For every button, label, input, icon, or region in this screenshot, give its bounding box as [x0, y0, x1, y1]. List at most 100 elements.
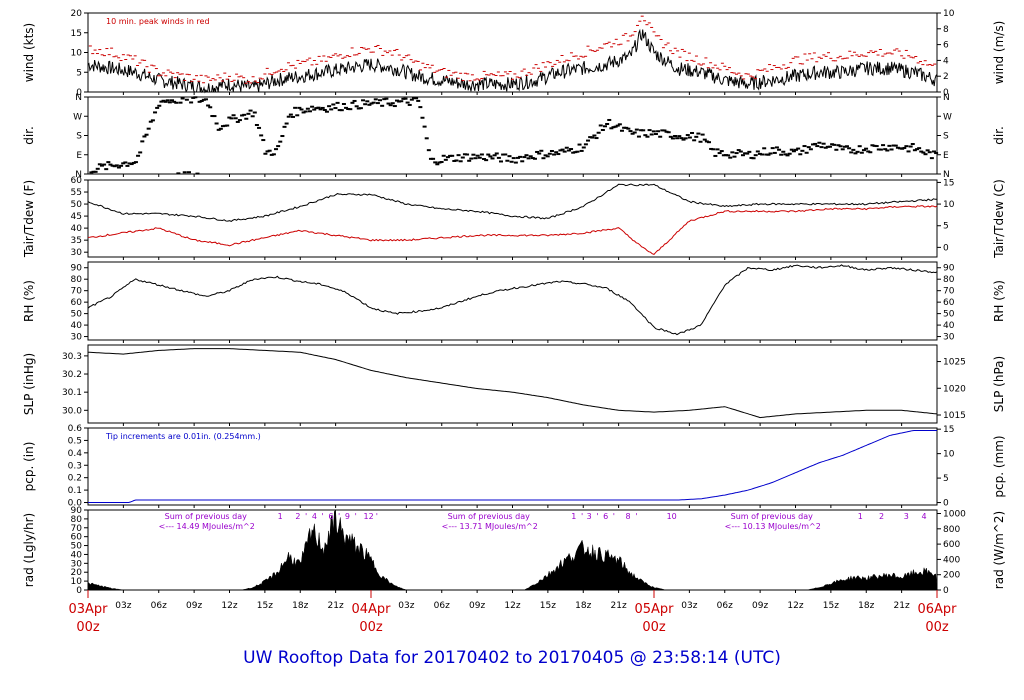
left-tick-label: 40 — [71, 550, 83, 560]
right-tick-label: 50 — [943, 310, 955, 320]
direction-point — [233, 117, 238, 120]
direction-point — [125, 164, 130, 167]
left-tick-label: 50 — [71, 542, 83, 552]
direction-point — [350, 101, 355, 104]
series-line-temp — [87, 205, 938, 255]
direction-point — [121, 162, 126, 165]
direction-point — [658, 135, 663, 138]
day-time-label: 00z — [925, 620, 949, 635]
direction-point — [630, 132, 635, 135]
direction-point — [825, 145, 830, 148]
direction-point — [558, 149, 563, 152]
direction-point — [917, 147, 922, 150]
left-tick-label: 20 — [71, 568, 83, 578]
direction-point — [416, 99, 421, 102]
direction-point — [320, 106, 325, 109]
direction-point — [861, 149, 866, 152]
direction-point — [267, 149, 272, 152]
direction-point — [866, 150, 871, 153]
direction-point — [895, 146, 900, 149]
direction-point — [596, 131, 601, 134]
direction-point — [660, 129, 665, 132]
x-tick-label: 21z — [611, 601, 627, 611]
direction-point — [369, 102, 374, 105]
direction-point — [607, 118, 612, 121]
direction-point — [583, 143, 588, 146]
left-tick-label: 45 — [71, 212, 82, 222]
direction-point — [817, 141, 822, 144]
direction-point — [176, 172, 181, 175]
direction-point — [140, 140, 145, 143]
direction-point — [876, 148, 881, 151]
direction-point — [371, 101, 376, 104]
direction-point — [409, 98, 414, 101]
direction-point — [501, 153, 506, 156]
direction-point — [605, 122, 610, 125]
direction-point — [462, 153, 467, 156]
hour-marker: 1 — [858, 512, 863, 521]
right-tick-label: 200 — [943, 571, 960, 581]
direction-point — [361, 99, 366, 102]
direction-point — [99, 164, 104, 167]
direction-point — [95, 167, 100, 170]
direction-point — [467, 159, 472, 162]
right-tick-label: 1025 — [943, 358, 966, 368]
direction-point — [698, 140, 703, 143]
direction-point — [186, 171, 191, 174]
direction-point — [753, 154, 758, 157]
direction-point — [511, 157, 516, 160]
direction-point — [520, 160, 525, 163]
direction-point — [257, 126, 262, 129]
direction-point — [556, 153, 561, 156]
direction-point — [414, 97, 419, 100]
direction-point — [388, 104, 393, 107]
direction-point — [333, 107, 338, 110]
direction-point — [815, 145, 820, 148]
direction-point — [276, 145, 281, 148]
direction-point — [849, 151, 854, 154]
direction-point — [394, 99, 399, 102]
direction-point — [840, 148, 845, 151]
direction-point — [110, 164, 115, 167]
direction-point — [594, 137, 599, 140]
day-label: 04Apr — [351, 602, 391, 617]
direction-point — [723, 154, 728, 157]
direction-point — [560, 148, 565, 151]
direction-point — [403, 97, 408, 100]
direction-point — [893, 144, 898, 147]
x-tick-label: 09z — [752, 601, 768, 611]
direction-point — [586, 139, 591, 142]
direction-point — [632, 131, 637, 134]
direction-point — [609, 127, 614, 130]
direction-point — [549, 149, 554, 152]
direction-point — [719, 150, 724, 153]
right-tick-label: 10 — [943, 450, 955, 460]
x-tick-label: 12z — [221, 601, 237, 611]
direction-point — [836, 144, 841, 147]
left-tick-label: 60 — [71, 533, 83, 543]
right-tick-label: 0 — [943, 586, 949, 596]
direction-point — [378, 99, 383, 102]
right-tick-label: N — [943, 170, 950, 180]
chart-title: UW Rooftop Data for 20170402 to 20170405… — [243, 648, 781, 668]
right-tick-label: 80 — [943, 275, 955, 285]
direction-point — [509, 160, 514, 163]
direction-point — [925, 149, 930, 152]
direction-point — [448, 154, 453, 157]
direction-point — [651, 130, 656, 133]
direction-point — [564, 146, 569, 149]
direction-point — [97, 163, 102, 166]
right-tick-label: 30 — [943, 333, 955, 343]
left-tick-label: 5 — [76, 68, 82, 78]
series-line-temp — [87, 183, 938, 222]
left-tick-label: 0.5 — [68, 436, 82, 446]
direction-point — [696, 132, 701, 135]
direction-point — [488, 155, 493, 158]
direction-point — [728, 156, 733, 159]
x-tick-label: 06z — [434, 601, 450, 611]
direction-point — [401, 97, 406, 100]
direction-point — [713, 154, 718, 157]
direction-point — [407, 103, 412, 106]
left-tick-label: 30.1 — [62, 388, 82, 398]
